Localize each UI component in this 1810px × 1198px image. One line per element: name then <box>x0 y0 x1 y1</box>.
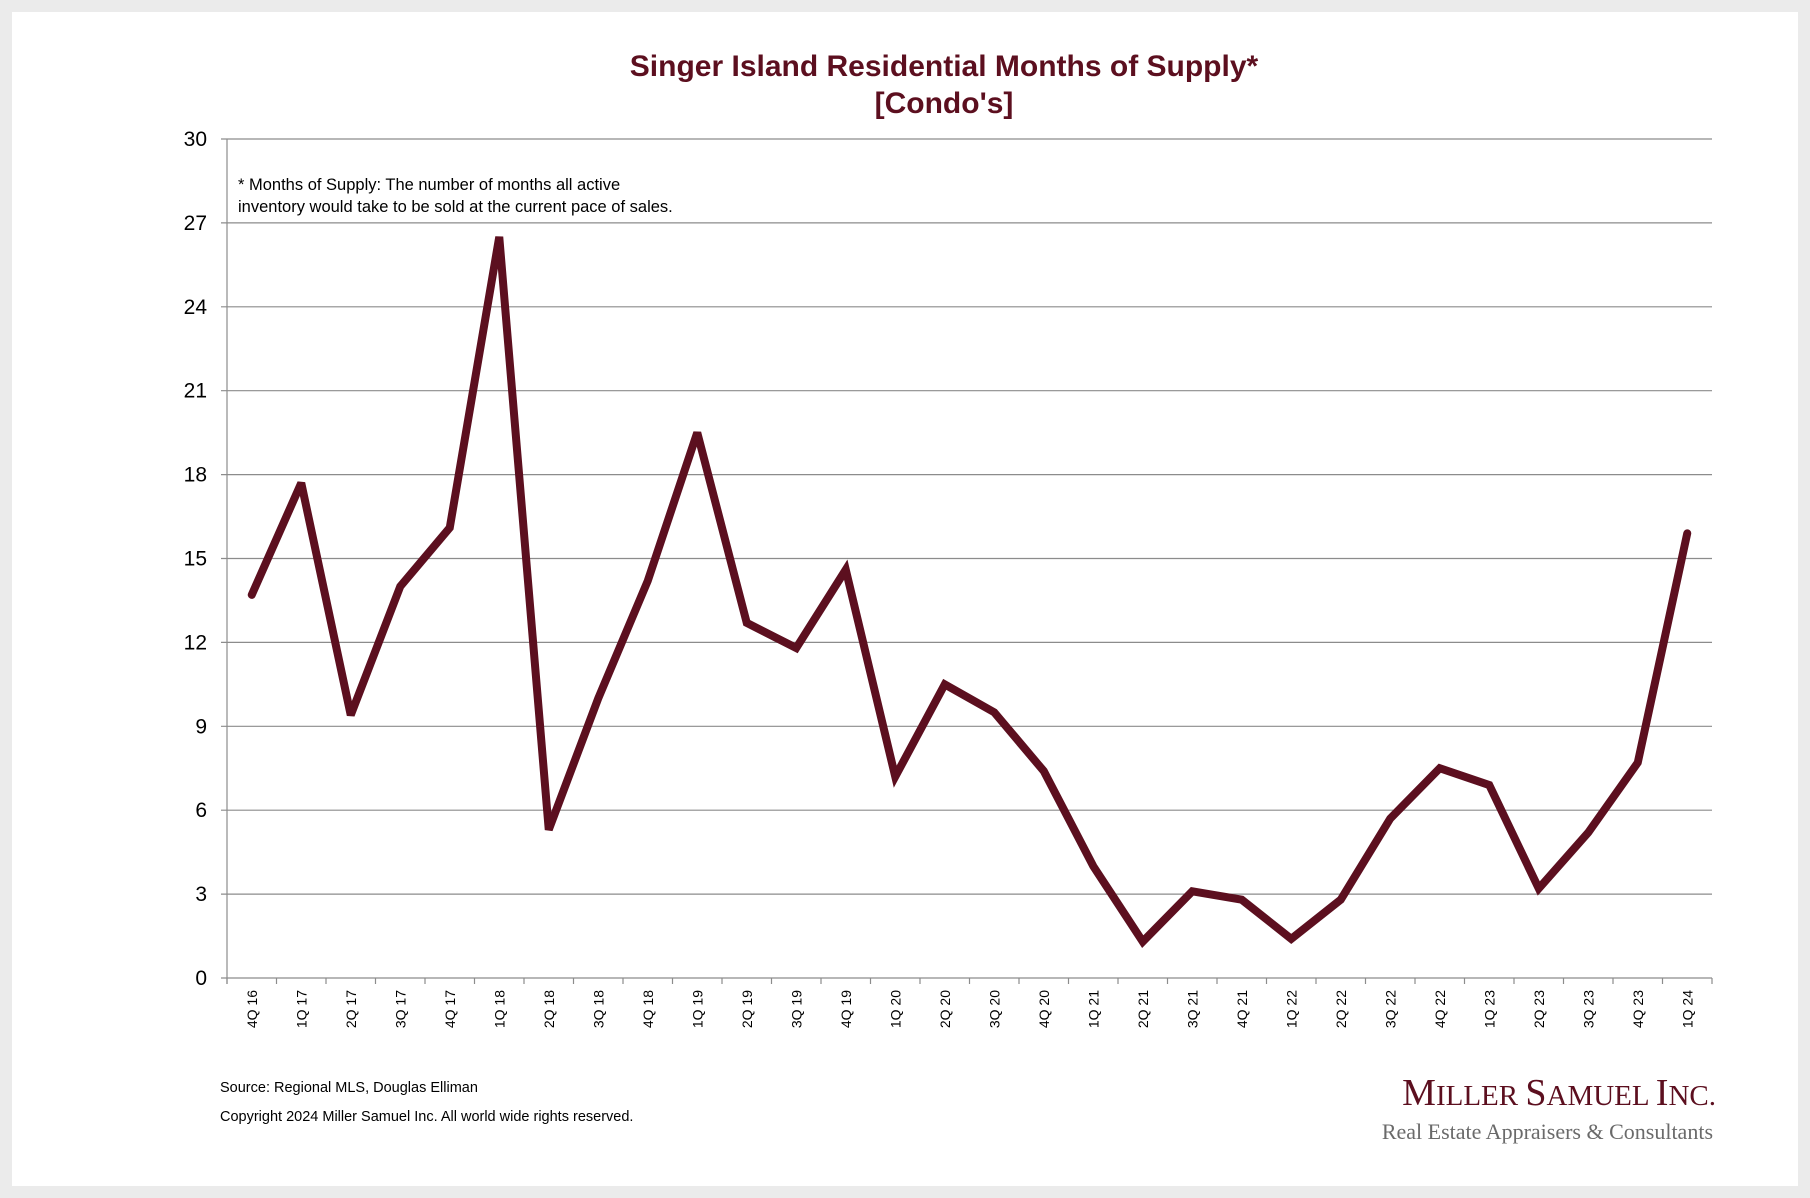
chart-frame <box>12 12 1798 1186</box>
y-tick-label: 27 <box>184 212 207 235</box>
y-tick-label: 30 <box>184 128 207 151</box>
series-line <box>247 236 1692 948</box>
x-tick-label: 4Q 23 <box>1630 990 1646 1028</box>
y-tick-label: 12 <box>184 631 207 654</box>
x-tick-label: 4Q 17 <box>442 990 458 1028</box>
x-tick-label: 1Q 24 <box>1679 990 1695 1028</box>
x-tick-label: 1Q 22 <box>1283 990 1299 1028</box>
x-tick-label: 2Q 18 <box>541 990 557 1028</box>
source-note: Source: Regional MLS, Douglas Elliman <box>220 1080 478 1096</box>
y-tick-label: 24 <box>184 296 208 319</box>
copyright-note: Copyright 2024 Miller Samuel Inc. All wo… <box>220 1109 633 1125</box>
x-tick-label: 2Q 21 <box>1135 990 1151 1028</box>
x-tick-label: 4Q 22 <box>1432 990 1448 1028</box>
chart-subtitle: [Condo's] <box>875 87 1014 120</box>
x-tick-label: 2Q 22 <box>1333 990 1349 1028</box>
x-tick-label: 3Q 22 <box>1382 990 1398 1028</box>
y-tick-label: 9 <box>195 715 207 738</box>
x-tick-label: 3Q 20 <box>986 990 1002 1028</box>
x-tick-label: 3Q 19 <box>788 990 804 1028</box>
definition-note-line-2: inventory would take to be sold at the c… <box>238 198 673 216</box>
x-tick-label: 1Q 18 <box>491 990 507 1028</box>
x-tick-label: 4Q 21 <box>1234 990 1250 1028</box>
x-tick-label: 2Q 23 <box>1531 990 1547 1028</box>
x-tick-label: 4Q 20 <box>1036 990 1052 1028</box>
y-tick-label: 21 <box>184 380 207 403</box>
x-tick-label: 3Q 18 <box>590 990 606 1028</box>
x-tick-label: 1Q 20 <box>887 990 903 1028</box>
x-tick-label: 4Q 18 <box>640 990 656 1028</box>
x-tick-label: 3Q 23 <box>1580 990 1596 1028</box>
x-tick-label: 1Q 21 <box>1085 990 1101 1028</box>
chart-title: Singer Island Residential Months of Supp… <box>630 50 1259 83</box>
y-tick-label: 6 <box>195 799 207 822</box>
definition-note-line-1: * Months of Supply: The number of months… <box>238 176 620 194</box>
logo-tagline: Real Estate Appraisers & Consultants <box>1382 1119 1713 1144</box>
x-tick-label: 1Q 17 <box>293 990 309 1028</box>
x-tick-label: 3Q 21 <box>1184 990 1200 1028</box>
logo-company-name: MILLER SAMUEL INC. <box>1402 1072 1716 1114</box>
x-tick-label: 4Q 19 <box>838 990 854 1028</box>
y-tick-label: 18 <box>184 464 207 487</box>
x-tick-label: 4Q 16 <box>244 990 260 1028</box>
y-tick-label: 15 <box>184 548 207 571</box>
x-tick-label: 2Q 19 <box>739 990 755 1028</box>
x-tick-label: 2Q 20 <box>937 990 953 1028</box>
y-tick-label: 3 <box>195 883 207 906</box>
x-tick-label: 2Q 17 <box>343 990 359 1028</box>
x-tick-label: 3Q 17 <box>392 990 408 1028</box>
x-tick-label: 1Q 19 <box>689 990 705 1028</box>
y-tick-label: 0 <box>195 967 207 990</box>
x-tick-label: 1Q 23 <box>1481 990 1497 1028</box>
